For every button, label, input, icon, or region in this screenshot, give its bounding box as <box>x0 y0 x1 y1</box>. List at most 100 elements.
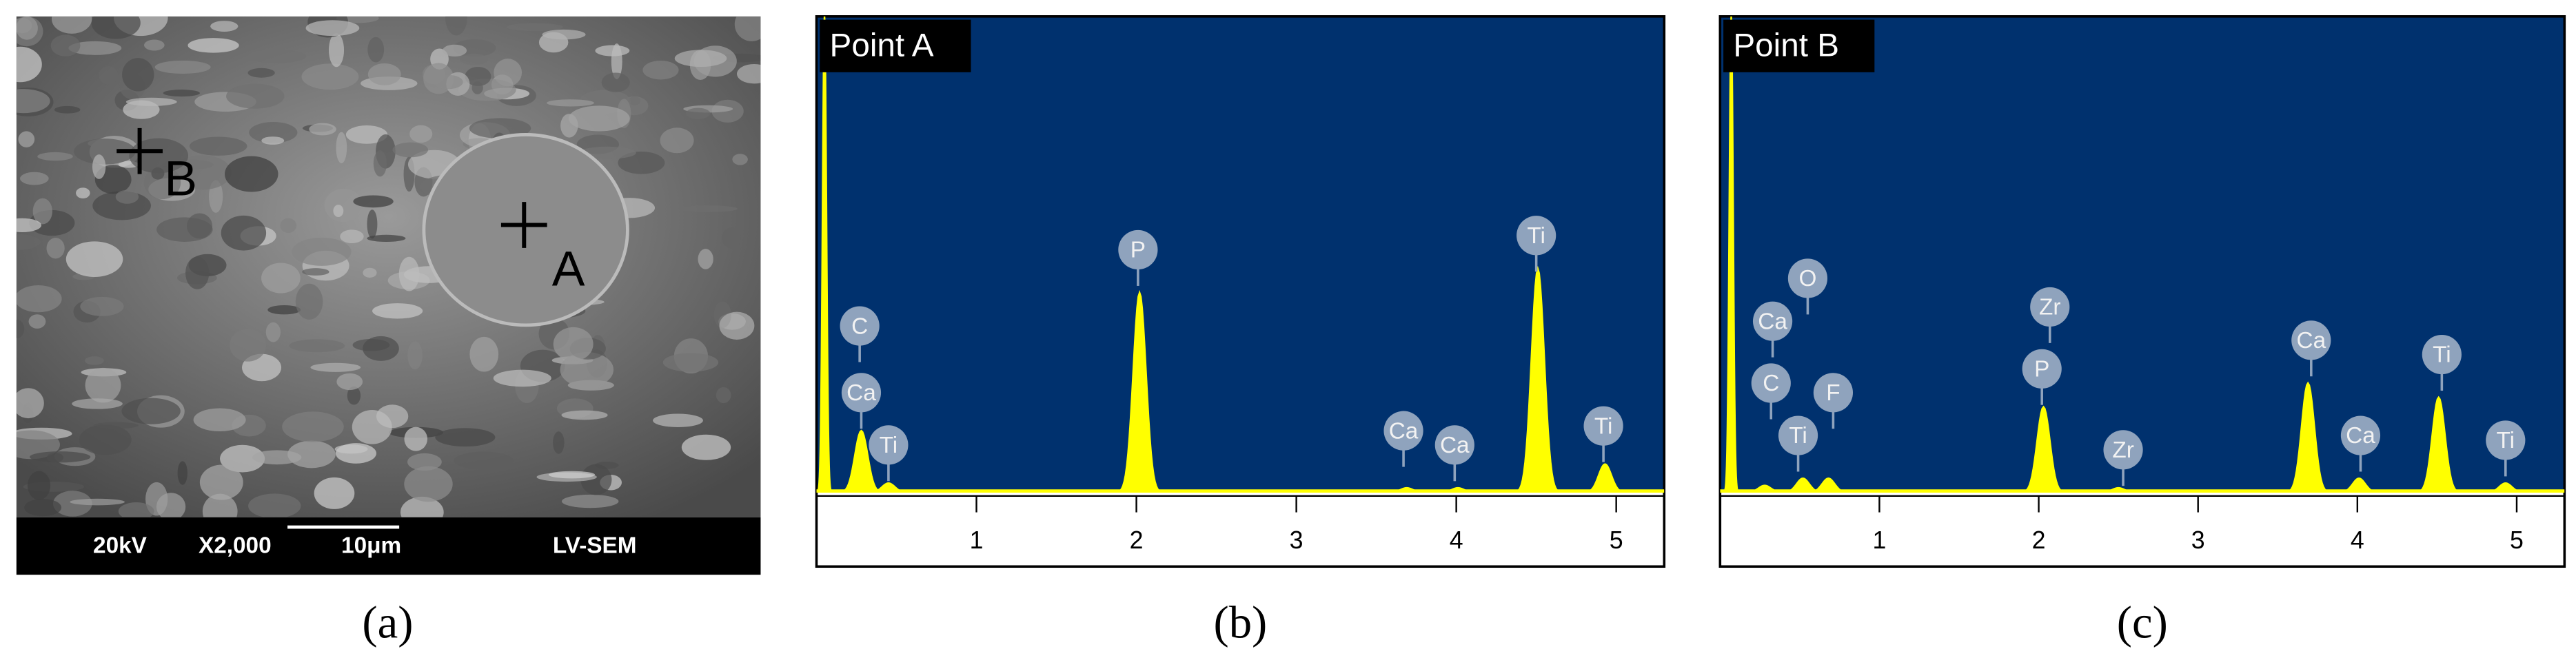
crystal <box>548 471 596 479</box>
element-label: Ti <box>2497 428 2515 453</box>
crystal <box>336 373 363 391</box>
crystal <box>16 16 43 47</box>
crystal <box>407 453 442 471</box>
crystal <box>247 49 307 63</box>
crystal <box>80 296 124 316</box>
crystal <box>716 387 731 404</box>
element-bubble <box>2030 287 2070 327</box>
crystal <box>561 410 608 420</box>
crystal <box>187 213 213 239</box>
element-bubble <box>2422 334 2462 375</box>
x-tick-label: 3 <box>1290 526 1304 554</box>
crystal <box>16 89 50 114</box>
crystal <box>156 493 186 517</box>
crystal <box>347 386 361 405</box>
element-bubble <box>1118 229 1158 270</box>
peak <box>1803 477 1854 493</box>
crystal <box>46 238 65 259</box>
crystal <box>52 491 92 517</box>
crystal <box>202 493 238 517</box>
crystal <box>32 198 52 225</box>
element-bubble <box>1434 425 1474 465</box>
x-tick-label: 4 <box>2351 526 2364 554</box>
crystal <box>115 189 139 204</box>
crystal <box>72 398 123 409</box>
element-label: Ti <box>1789 423 1807 449</box>
crystal <box>642 60 679 80</box>
element-bubble <box>869 425 909 465</box>
element-bubble <box>1787 258 1828 298</box>
crystal <box>267 305 301 315</box>
peak <box>2333 477 2385 493</box>
element-bubble <box>2486 420 2526 460</box>
sem-texture <box>16 16 761 517</box>
crystal <box>553 431 565 454</box>
peak <box>1512 265 1564 493</box>
element-label: Ti <box>880 433 898 458</box>
element-label: P <box>1130 238 1146 263</box>
crystal <box>681 434 731 460</box>
crystal <box>118 502 154 517</box>
crystal <box>51 16 92 34</box>
caption: (a) <box>362 598 413 648</box>
element-label: Ca <box>846 380 876 406</box>
crystal <box>177 461 187 485</box>
element-label: Ca <box>1758 309 1787 334</box>
crystal <box>568 105 630 132</box>
peak <box>2018 405 2069 493</box>
element-label: P <box>2034 356 2049 382</box>
crystal <box>367 37 385 63</box>
frame <box>815 15 1666 568</box>
crystal <box>193 408 246 432</box>
crystal <box>76 187 90 199</box>
crystal <box>547 99 594 107</box>
crystal <box>367 209 378 239</box>
crystal <box>187 38 239 53</box>
crystal <box>230 329 267 362</box>
crystal <box>454 451 514 470</box>
crystal <box>678 205 738 212</box>
crystal <box>392 142 429 158</box>
crystal <box>734 16 761 41</box>
element-bubble <box>1383 411 1423 451</box>
spectrum-panel: 1 2 3 4 5 C Ca Ti P Ca Ca Ti Ti Point A (b) <box>815 15 1666 648</box>
peak <box>2479 482 2531 493</box>
x-tick-label: 3 <box>2191 526 2205 554</box>
peak <box>1381 486 1432 493</box>
crystal <box>345 125 388 144</box>
sem-voltage: 20kV <box>93 533 148 558</box>
crystal <box>280 218 297 234</box>
crystal <box>460 54 488 65</box>
crystal <box>409 125 433 143</box>
crystal <box>189 136 247 156</box>
crystal <box>324 188 363 223</box>
crystal <box>465 66 491 86</box>
element-bubble <box>1778 415 1818 455</box>
x-axis-band <box>816 492 1665 567</box>
element-bubble <box>1583 406 1623 446</box>
crystal <box>30 451 91 463</box>
crystal <box>210 21 239 32</box>
crystal <box>732 154 748 165</box>
element-label: Ti <box>1594 413 1613 439</box>
chart-title: Point A <box>830 28 934 64</box>
crystal <box>154 60 211 74</box>
crystal <box>125 97 177 106</box>
crystal <box>79 424 132 455</box>
x-tick-label: 2 <box>2032 526 2046 554</box>
crystal <box>719 311 755 340</box>
crystal <box>16 46 42 83</box>
crystal <box>542 29 586 40</box>
crystal <box>24 498 62 517</box>
crystal <box>400 496 444 517</box>
x-tick-label: 5 <box>1610 526 1623 554</box>
peak <box>1114 289 1166 493</box>
title-box <box>820 19 971 72</box>
element-bubble <box>2291 320 2331 360</box>
crystal <box>221 215 267 251</box>
crystal <box>302 268 329 276</box>
crystal <box>144 39 165 51</box>
crystal <box>367 63 401 85</box>
crystal <box>660 127 694 154</box>
crystal <box>363 267 377 278</box>
